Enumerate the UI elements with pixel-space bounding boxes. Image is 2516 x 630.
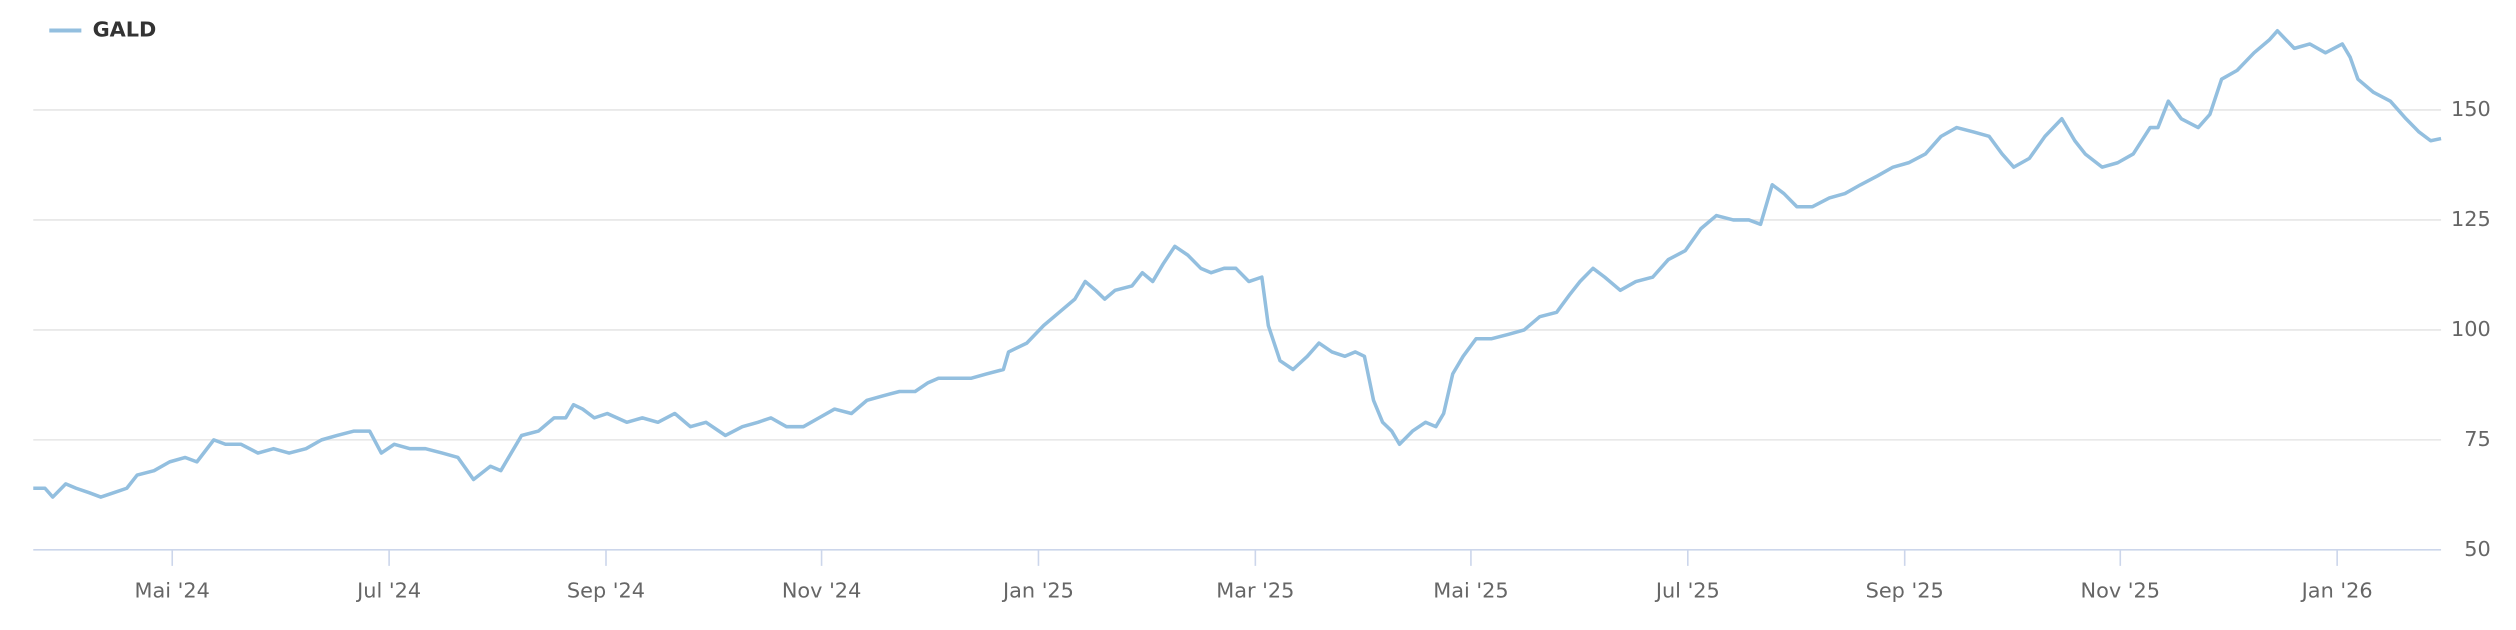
series-line	[33, 29, 2442, 499]
x-tick-label: Mai '25	[1433, 579, 1508, 603]
legend: GALD	[49, 17, 156, 41]
x-tick-label: Jul '24	[355, 579, 421, 603]
x-tick-label: Sep '25	[1866, 579, 1944, 603]
x-tick-label: Nov '24	[782, 579, 862, 603]
y-tick-label: 75	[2464, 427, 2491, 451]
x-tick-label: Mai '24	[135, 579, 210, 603]
x-tick-label: Sep '24	[567, 579, 645, 603]
x-tick-label: Mar '25	[1216, 579, 1294, 603]
y-tick-label: 125	[2451, 207, 2491, 231]
y-tick-label: 100	[2451, 317, 2491, 341]
y-tick-label: 150	[2451, 97, 2491, 121]
x-tick-label: Jan '26	[2300, 579, 2373, 603]
grid: 50 75 100 125 150 Mai '24 Jul '24 Sep '24 Nov '2…	[33, 97, 2491, 603]
legend-label: GALD	[93, 17, 157, 41]
x-tick-label: Jan '25	[1001, 579, 1074, 603]
plot-area	[33, 29, 2442, 499]
y-tick-label: 50	[2464, 537, 2491, 561]
x-tick-label: Jul '25	[1654, 579, 1720, 603]
x-tick-label: Nov '25	[2081, 579, 2161, 603]
